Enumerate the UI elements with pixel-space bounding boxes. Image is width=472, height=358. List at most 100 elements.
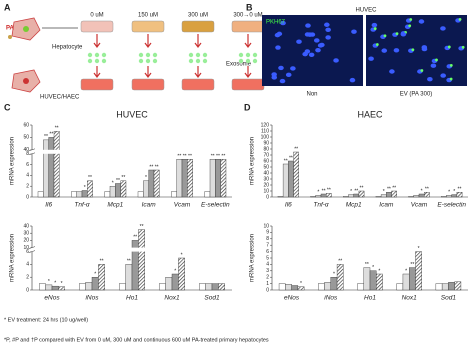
nucleus — [313, 38, 320, 43]
nucleus — [290, 66, 296, 71]
y-tick-label: 0 — [26, 194, 29, 200]
exosome — [252, 52, 258, 58]
micrograph — [262, 15, 363, 86]
nucleus — [371, 22, 378, 28]
bar — [330, 277, 338, 291]
nucleus — [280, 20, 286, 26]
bar — [204, 191, 211, 198]
bar — [396, 283, 404, 291]
significance: ** — [183, 154, 187, 160]
significance: * — [181, 252, 183, 258]
bar — [71, 191, 77, 198]
nucleus — [325, 27, 331, 32]
exosome-signal — [411, 48, 415, 52]
significance: ** — [116, 178, 120, 184]
bar — [153, 169, 160, 198]
y-tick-label: 10 — [263, 188, 269, 194]
x-tick-label: Sod1 — [204, 295, 220, 302]
bar — [318, 283, 325, 291]
significance: * — [453, 189, 455, 195]
bar — [391, 190, 397, 198]
bar — [277, 196, 284, 198]
nucleus — [305, 23, 311, 28]
bar — [138, 229, 145, 291]
bar — [409, 267, 416, 291]
bar — [165, 277, 173, 291]
x-tick-label: Nox1 — [164, 295, 180, 302]
y-tick-label: 40 — [263, 170, 269, 176]
exosome — [152, 52, 158, 58]
bar — [178, 257, 185, 291]
significance: ** — [221, 154, 225, 160]
x-tick-label: Icam — [379, 202, 394, 209]
nucleus — [418, 19, 425, 24]
bar — [78, 283, 86, 291]
y-tick-label: 2 — [266, 275, 269, 281]
exosome — [245, 52, 251, 58]
chart-title: HUVEC — [116, 109, 148, 119]
significance: * — [300, 281, 302, 287]
nucleus — [271, 75, 278, 80]
pa-dot — [8, 35, 12, 39]
significance: * — [54, 280, 56, 286]
exosome-signal — [395, 32, 399, 36]
nucleus — [302, 51, 308, 57]
arrow — [194, 66, 202, 78]
bar — [148, 169, 155, 198]
nucleus — [23, 78, 29, 84]
bar — [320, 193, 327, 198]
footnote: * EV treatment: 24 hrs (10 ug/well) — [4, 317, 88, 323]
y-tick-label: 0 — [266, 194, 269, 200]
exosome — [238, 58, 244, 64]
bar — [104, 191, 111, 198]
bar — [171, 191, 177, 198]
nucleus — [285, 72, 292, 78]
y-tick-label: 70 — [263, 152, 269, 158]
y-tick-label: 120 — [261, 122, 270, 128]
panel-letter: D — [244, 102, 251, 112]
bar — [278, 283, 286, 291]
exosome — [101, 52, 107, 58]
y-tick-label: 6 — [26, 249, 29, 255]
panel-letter: A — [4, 2, 11, 12]
bar — [205, 283, 213, 291]
exosome-signal — [383, 34, 387, 38]
significance: ** — [55, 126, 59, 132]
y-tick-label: 6 — [26, 162, 29, 168]
significance: * — [317, 190, 319, 196]
bar — [358, 190, 365, 198]
bar — [53, 130, 60, 198]
bar — [211, 283, 219, 291]
bar — [85, 282, 93, 291]
bar — [51, 285, 59, 291]
dishes: 0 uM 150 uM 300 uM 300→0 uM — [80, 13, 265, 91]
nucleus — [275, 45, 281, 50]
arrow — [244, 66, 252, 78]
bar — [293, 151, 299, 198]
significance: * — [48, 279, 50, 285]
nucleus — [296, 39, 302, 44]
significance: ** — [289, 155, 293, 161]
y-tick-label: 9 — [266, 230, 269, 236]
significance: * — [112, 181, 114, 187]
x-tick-label: Nox1 — [402, 295, 418, 302]
bar — [448, 282, 455, 291]
x-tick-label: eNos — [44, 295, 60, 302]
nucleus — [440, 26, 446, 31]
bar — [76, 191, 83, 198]
significance: * — [84, 185, 86, 191]
bar — [288, 160, 294, 198]
nucleus — [440, 73, 446, 78]
bar — [415, 251, 422, 291]
dose-label: 0 uM — [90, 13, 103, 19]
exosome-signal — [458, 18, 462, 21]
bar — [209, 158, 216, 198]
significance: ** — [121, 175, 125, 181]
significance: ** — [392, 185, 396, 191]
bar — [376, 273, 383, 291]
y-tick-label: 6 — [266, 249, 269, 255]
exosome — [101, 58, 107, 64]
significance: * — [94, 272, 96, 278]
bar — [441, 283, 449, 291]
y-tick-label: 50 — [23, 135, 29, 141]
